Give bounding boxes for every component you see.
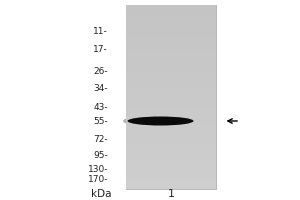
Text: 55-: 55- — [93, 116, 108, 126]
Text: 26-: 26- — [93, 66, 108, 75]
Text: 95-: 95- — [93, 150, 108, 160]
Text: 17-: 17- — [93, 45, 108, 53]
Text: 72-: 72- — [93, 134, 108, 144]
Text: kDa: kDa — [91, 189, 111, 199]
Text: 170-: 170- — [88, 176, 108, 184]
Ellipse shape — [123, 115, 198, 127]
Text: 43-: 43- — [93, 102, 108, 112]
Ellipse shape — [128, 116, 194, 126]
Text: 130-: 130- — [88, 164, 108, 173]
Text: 1: 1 — [167, 189, 175, 199]
Text: 11-: 11- — [93, 26, 108, 36]
Bar — [126, 5, 216, 189]
Text: 34-: 34- — [93, 84, 108, 93]
